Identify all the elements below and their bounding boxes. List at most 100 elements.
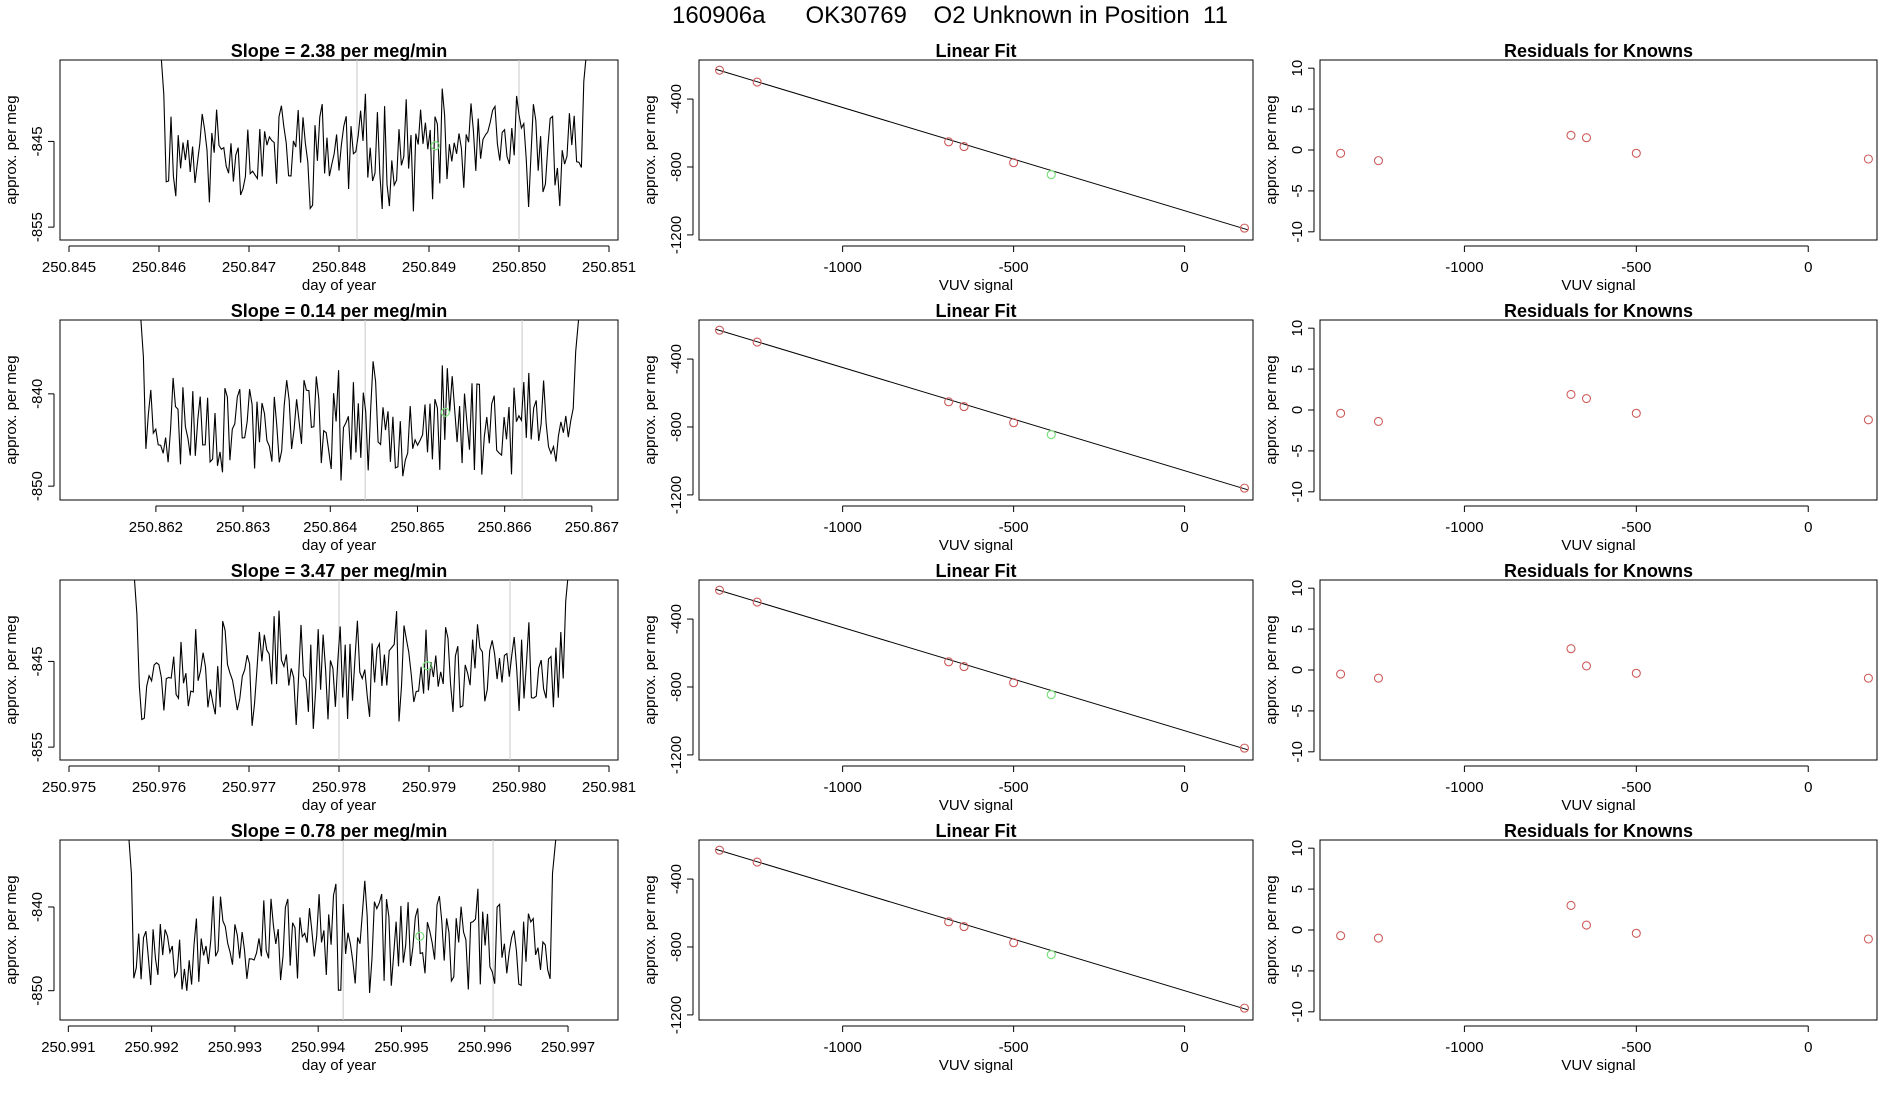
known-standard-point (714, 845, 725, 855)
plot-frame (59, 319, 619, 501)
x-tick-label: -1000 (1445, 259, 1483, 276)
panel-3-trace: Slope = 3.47 per meg/min 250.975 250.976 25… (3, 561, 636, 814)
x-tick-label: 250.866 (478, 519, 532, 536)
residual-point (1581, 393, 1592, 404)
y-tick-label: -840 (29, 892, 46, 922)
fit-line (715, 848, 1249, 1011)
plot-data (128, 840, 557, 1020)
known-standard-point (752, 77, 762, 87)
x-tick-label: 250.862 (129, 519, 183, 536)
panel-4-linear-fit: Linear Fit -1000 -500 0 VUV signal -400 -800 -1… (642, 821, 1254, 1074)
y-tick-label: -10 (1289, 481, 1306, 503)
y-tick-label: -800 (668, 152, 685, 182)
known-standard-point (1239, 483, 1250, 493)
chart-title: Residuals for Knowns (1504, 821, 1693, 841)
y-axis-label: approx. per meg (1263, 355, 1280, 464)
y-tick-label: -1200 (668, 476, 685, 514)
x-tick-label: -500 (999, 1039, 1029, 1056)
fit-line (715, 588, 1249, 751)
x-tick-label: 250.851 (582, 259, 636, 276)
chart-title: Residuals for Knowns (1504, 41, 1693, 61)
chart-title: Slope = 3.47 per meg/min (231, 561, 448, 581)
y-tick-label: -400 (668, 344, 685, 374)
chart-title: Linear Fit (935, 561, 1016, 581)
y-axis-label: approx. per meg (3, 95, 20, 204)
known-standard-point (752, 857, 762, 867)
plot-data (1336, 389, 1873, 427)
plot-data (714, 65, 1250, 233)
y-tick-label: 5 (1289, 885, 1306, 893)
panel-4-residuals: Residuals for Knowns -1000 -500 0 VUV signal… (1263, 821, 1878, 1074)
x-axis-label: VUV signal (1561, 277, 1635, 294)
x-tick-label: 250.994 (291, 1039, 345, 1056)
x-tick-label: -500 (999, 519, 1029, 536)
y-tick-label: -5 (1289, 444, 1306, 457)
x-tick-label: -1000 (823, 779, 861, 796)
residual-point (1566, 389, 1576, 400)
residual-point (1566, 130, 1576, 140)
panel-2-linear-fit: Linear Fit -1000 -500 0 VUV signal -400 -800 -1… (642, 301, 1254, 554)
residual-point (1581, 661, 1592, 671)
x-tick-label: 250.981 (582, 779, 636, 796)
x-tick-label: -1000 (823, 519, 861, 536)
x-tick-label: 0 (1804, 259, 1812, 276)
x-tick-label: 250.992 (124, 1039, 178, 1056)
known-standard-point (959, 402, 969, 412)
x-tick-label: -500 (999, 259, 1029, 276)
known-standard-point (1009, 418, 1019, 428)
panel-3-linear-fit: Linear Fit -1000 -500 0 VUV signal -400 -800 -1… (642, 561, 1254, 814)
known-standard-point (714, 585, 725, 595)
unknown-point (1046, 690, 1056, 700)
x-tick-label: 250.864 (303, 519, 357, 536)
x-tick-label: -500 (1621, 519, 1651, 536)
known-standard-point (714, 65, 725, 75)
y-axis-label: approx. per meg (642, 875, 659, 984)
residual-point (1863, 154, 1873, 164)
residual-point (1631, 408, 1641, 418)
panel-1-linear-fit: Linear Fit -1000 -500 0 VUV signal -400 -800 -1… (642, 41, 1254, 294)
residual-point (1631, 668, 1641, 678)
x-tick-label: -500 (1621, 779, 1651, 796)
plot-data (714, 585, 1250, 753)
plot-frame (1319, 579, 1878, 761)
panel-3-residuals: Residuals for Knowns -1000 -500 0 VUV signal… (1263, 561, 1878, 814)
y-tick-label: -850 (29, 976, 46, 1006)
y-axis-label: approx. per meg (642, 615, 659, 724)
residual-point (1863, 673, 1873, 683)
plot-frame (59, 59, 619, 241)
x-tick-label: -1000 (1445, 519, 1483, 536)
x-axis-label: VUV signal (1561, 537, 1635, 554)
y-tick-label: 0 (1289, 406, 1306, 414)
y-tick-label: -845 (29, 646, 46, 676)
plot-frame (59, 839, 619, 1021)
y-tick-label: -800 (668, 932, 685, 962)
x-axis-label: day of year (302, 537, 376, 554)
y-tick-label: -800 (668, 412, 685, 442)
time-series-line (128, 840, 557, 994)
x-tick-label: 250.975 (42, 779, 96, 796)
known-standard-point (1009, 678, 1019, 688)
y-tick-label: 10 (1289, 580, 1306, 597)
chart-title: Linear Fit (935, 821, 1016, 841)
x-axis-label: VUV signal (1561, 1057, 1635, 1074)
residual-point (1373, 416, 1384, 427)
x-tick-label: 250.993 (208, 1039, 262, 1056)
chart-title: Linear Fit (935, 301, 1016, 321)
residual-point (1336, 408, 1346, 418)
x-tick-label: 250.850 (492, 259, 546, 276)
residual-point (1863, 934, 1873, 944)
y-tick-label: 0 (1289, 926, 1306, 934)
panel-1-residuals: Residuals for Knowns -1000 -500 0 VUV signal… (1263, 41, 1878, 294)
x-axis-label: day of year (302, 1057, 376, 1074)
residual-point (1581, 920, 1592, 930)
plot-frame (1319, 319, 1878, 501)
y-tick-label: -5 (1289, 964, 1306, 977)
y-tick-label: -10 (1289, 741, 1306, 763)
y-tick-label: -5 (1289, 704, 1306, 717)
known-standard-point (1239, 1003, 1250, 1013)
y-tick-label: 10 (1289, 320, 1306, 337)
known-standard-point (1009, 158, 1019, 168)
x-tick-label: 250.976 (132, 779, 186, 796)
plot-data (140, 320, 580, 500)
